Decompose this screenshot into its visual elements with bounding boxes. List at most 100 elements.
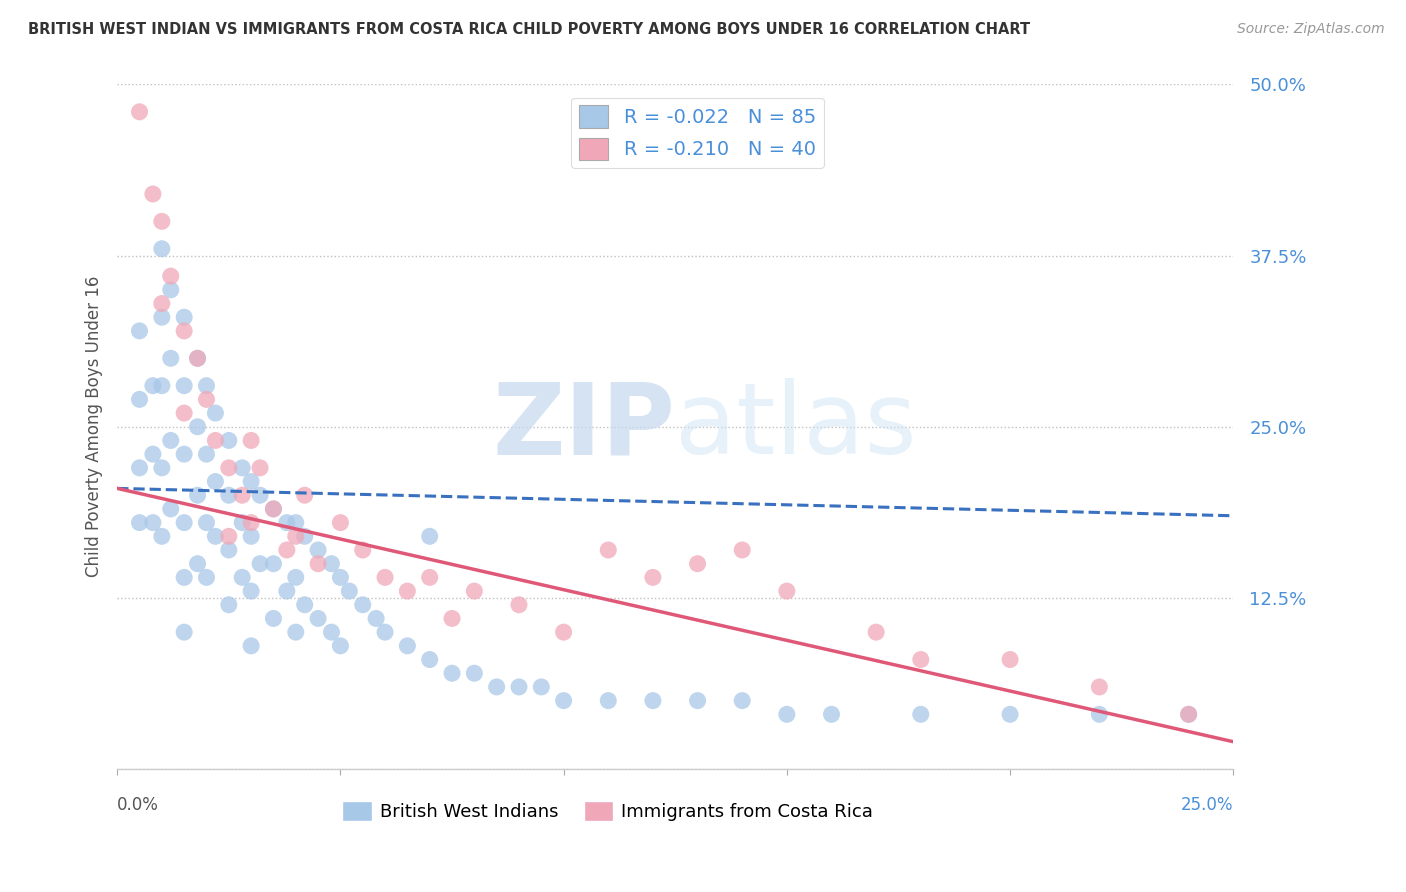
Point	[419, 570, 441, 584]
Point	[150, 296, 173, 310]
Point	[204, 406, 226, 420]
Point	[284, 516, 307, 530]
Point	[142, 447, 165, 461]
Y-axis label: Child Poverty Among Boys Under 16: Child Poverty Among Boys Under 16	[86, 277, 103, 577]
Point	[195, 516, 218, 530]
Point	[1088, 707, 1111, 722]
Point	[1177, 707, 1199, 722]
Point	[240, 516, 263, 530]
Point	[249, 460, 271, 475]
Point	[731, 543, 754, 558]
Point	[187, 557, 209, 571]
Point	[195, 392, 218, 407]
Point	[128, 516, 150, 530]
Point	[262, 502, 284, 516]
Point	[262, 557, 284, 571]
Text: atlas: atlas	[675, 378, 917, 475]
Point	[187, 351, 209, 366]
Point	[307, 611, 329, 625]
Point	[307, 543, 329, 558]
Point	[187, 488, 209, 502]
Point	[337, 584, 360, 599]
Point	[128, 460, 150, 475]
Point	[173, 310, 195, 325]
Point	[294, 488, 316, 502]
Point	[329, 570, 352, 584]
Point	[128, 104, 150, 119]
Point	[463, 666, 485, 681]
Point	[998, 707, 1021, 722]
Point	[374, 625, 396, 640]
Point	[294, 598, 316, 612]
Text: ZIP: ZIP	[492, 378, 675, 475]
Point	[218, 598, 240, 612]
Point	[276, 543, 298, 558]
Point	[284, 570, 307, 584]
Point	[159, 502, 181, 516]
Point	[142, 186, 165, 201]
Point	[352, 543, 374, 558]
Point	[294, 529, 316, 543]
Point	[463, 584, 485, 599]
Point	[321, 557, 343, 571]
Point	[910, 652, 932, 666]
Point	[598, 693, 620, 707]
Point	[195, 447, 218, 461]
Point	[173, 447, 195, 461]
Point	[218, 460, 240, 475]
Point	[321, 625, 343, 640]
Point	[195, 378, 218, 392]
Point	[150, 310, 173, 325]
Point	[366, 611, 388, 625]
Point	[173, 406, 195, 420]
Point	[865, 625, 887, 640]
Point	[231, 488, 253, 502]
Point	[150, 529, 173, 543]
Point	[396, 584, 419, 599]
Point	[218, 488, 240, 502]
Point	[240, 434, 263, 448]
Point	[240, 529, 263, 543]
Point	[276, 516, 298, 530]
Point	[159, 283, 181, 297]
Point	[776, 707, 799, 722]
Point	[240, 639, 263, 653]
Point	[240, 584, 263, 599]
Point	[150, 214, 173, 228]
Point	[159, 351, 181, 366]
Point	[307, 557, 329, 571]
Point	[231, 516, 253, 530]
Point	[128, 324, 150, 338]
Point	[553, 625, 575, 640]
Point	[553, 693, 575, 707]
Point	[173, 625, 195, 640]
Point	[419, 529, 441, 543]
Point	[1177, 707, 1199, 722]
Point	[329, 516, 352, 530]
Point	[249, 488, 271, 502]
Point	[641, 693, 664, 707]
Point	[231, 570, 253, 584]
Text: BRITISH WEST INDIAN VS IMMIGRANTS FROM COSTA RICA CHILD POVERTY AMONG BOYS UNDER: BRITISH WEST INDIAN VS IMMIGRANTS FROM C…	[28, 22, 1031, 37]
Point	[150, 242, 173, 256]
Point	[142, 378, 165, 392]
Point	[686, 693, 709, 707]
Point	[485, 680, 508, 694]
Point	[598, 543, 620, 558]
Point	[508, 598, 530, 612]
Text: 25.0%: 25.0%	[1181, 797, 1233, 814]
Point	[173, 516, 195, 530]
Point	[218, 529, 240, 543]
Point	[910, 707, 932, 722]
Point	[262, 611, 284, 625]
Point	[240, 475, 263, 489]
Point	[159, 434, 181, 448]
Point	[440, 666, 463, 681]
Point	[776, 584, 799, 599]
Point	[284, 625, 307, 640]
Point	[731, 693, 754, 707]
Point	[187, 351, 209, 366]
Point	[218, 543, 240, 558]
Point	[231, 460, 253, 475]
Point	[686, 557, 709, 571]
